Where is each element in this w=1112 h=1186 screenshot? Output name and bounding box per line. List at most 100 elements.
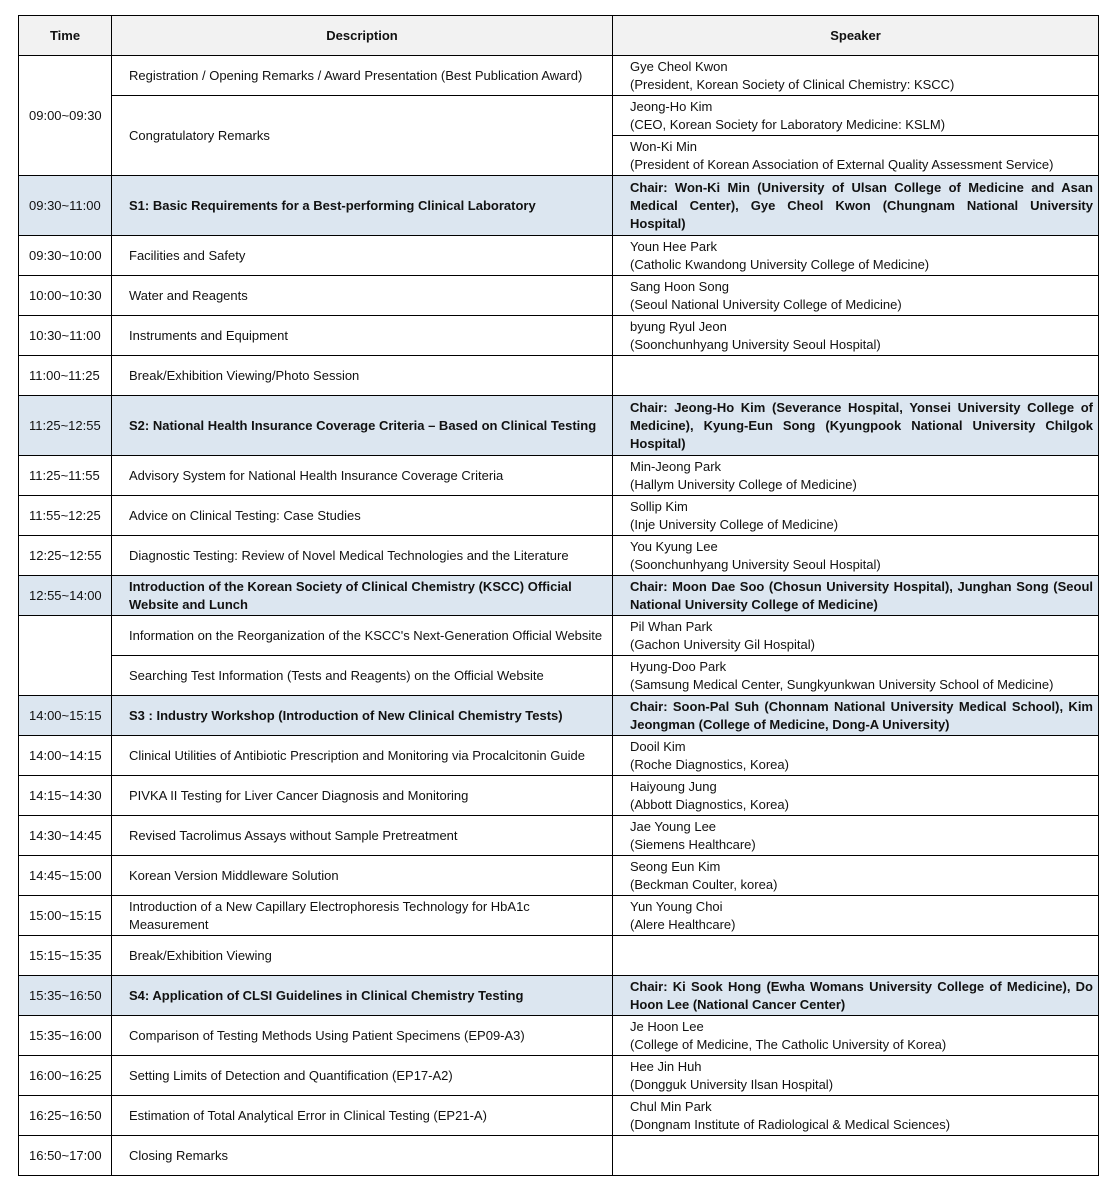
speaker-name: Youn Hee Park xyxy=(630,238,717,254)
time-cell: 15:15~15:35 xyxy=(18,935,112,976)
description-cell: Break/Exhibition Viewing xyxy=(111,935,613,976)
table-row: 10:30~11:00 Instruments and Equipment byun… xyxy=(18,315,1099,356)
description-cell: Searching Test Information (Tests and Re… xyxy=(111,655,613,696)
chair-text: Chair: Soon-Pal Suh (Chonnam National Un… xyxy=(630,698,1093,732)
description-cell: Water and Reagents xyxy=(111,275,613,316)
session-title: Introduction of the Korean Society of Cl… xyxy=(111,575,613,616)
header-description: Description xyxy=(111,15,613,56)
speaker-cell xyxy=(612,1135,1099,1176)
description-cell: Introduction of a New Capillary Electrop… xyxy=(111,895,613,936)
speaker-cell: Seong Eun Kim (Beckman Coulter, korea) xyxy=(612,855,1099,896)
time-cell: 16:50~17:00 xyxy=(18,1135,112,1176)
speaker-affiliation: (Gachon University Gil Hospital) xyxy=(630,636,815,652)
description-cell: Estimation of Total Analytical Error in … xyxy=(111,1095,613,1136)
chair-cell: Chair: Jeong-Ho Kim (Severance Hospital,… xyxy=(612,395,1099,456)
session-row: 15:35~16:50 S4: Application of CLSI Guide… xyxy=(18,975,1099,1016)
time-cell: 09:30~11:00 xyxy=(18,175,112,236)
speaker-affiliation: (President of Korean Association of Exte… xyxy=(630,156,1054,172)
table-row: 14:00~14:15 Clinical Utilities of Antibio… xyxy=(18,735,1099,776)
table-row: 12:25~12:55 Diagnostic Testing: Review of… xyxy=(18,535,1099,576)
speaker-cell: Min-Jeong Park (Hallym University College… xyxy=(612,455,1099,496)
table-header-row: Time Description Speaker xyxy=(18,15,1099,56)
speaker-cell xyxy=(612,935,1099,976)
time-cell: 14:00~14:15 xyxy=(18,735,112,776)
speaker-cell: Sang Hoon Song (Seoul National University… xyxy=(612,275,1099,316)
time-cell: 14:15~14:30 xyxy=(18,775,112,816)
speaker-cell: Yun Young Choi (Alere Healthcare) xyxy=(612,895,1099,936)
speaker-name: Min-Jeong Park xyxy=(630,458,722,474)
session-row: 09:30~11:00 S1: Basic Requirements for a … xyxy=(18,175,1099,236)
speaker-cell: Won-Ki Min (President of Korean Associati… xyxy=(612,135,1099,176)
speaker-name: Jae Young Lee xyxy=(630,818,717,834)
speaker-cell xyxy=(612,355,1099,396)
header-time: Time xyxy=(18,15,112,56)
description-cell: Setting Limits of Detection and Quantifi… xyxy=(111,1055,613,1096)
table-row: 09:30~10:00 Facilities and Safety Youn Hee… xyxy=(18,235,1099,276)
speaker-cell: Gye Cheol Kwon (President, Korean Society… xyxy=(612,55,1099,96)
table-row: Searching Test Information (Tests and Re… xyxy=(19,655,1099,696)
speaker-name: Chul Min Park xyxy=(630,1098,712,1114)
table-row: 15:00~15:15 Introduction of a New Capilla… xyxy=(18,895,1099,936)
time-cell: 12:55~14:00 xyxy=(18,575,112,616)
table-row: 15:15~15:35 Break/Exhibition Viewing xyxy=(18,935,1099,976)
time-cell: 15:35~16:50 xyxy=(18,975,112,1016)
time-cell xyxy=(18,615,112,696)
speaker-name: Haiyoung Jung xyxy=(630,778,717,794)
speaker-affiliation: (Siemens Healthcare) xyxy=(630,836,756,852)
description-cell: Registration / Opening Remarks / Award P… xyxy=(111,55,613,96)
description-cell: Diagnostic Testing: Review of Novel Medi… xyxy=(111,535,613,576)
table-row: 11:00~11:25 Break/Exhibition Viewing/Phot… xyxy=(18,355,1099,396)
time-cell: 14:30~14:45 xyxy=(18,815,112,856)
speaker-affiliation: (Soonchunhyang University Seoul Hospital… xyxy=(630,556,881,572)
time-cell: 15:00~15:15 xyxy=(18,895,112,936)
table-row: 09:00~09:30 Registration / Opening Remark… xyxy=(18,55,1099,176)
speaker-affiliation: (Seoul National University College of Me… xyxy=(630,296,902,312)
speaker-affiliation: (President, Korean Society of Clinical C… xyxy=(630,76,955,92)
speaker-affiliation: (CEO, Korean Society for Laboratory Medi… xyxy=(630,116,946,132)
description-cell: Closing Remarks xyxy=(111,1135,613,1176)
speaker-name: Jeong-Ho Kim xyxy=(630,98,713,114)
speaker-cell: Chul Min Park (Dongnam Institute of Radio… xyxy=(612,1095,1099,1136)
table-row: Congratulatory Remarks Jeong-Ho Kim (CEO, … xyxy=(19,95,1099,176)
session-title: S2: National Health Insurance Coverage C… xyxy=(111,395,613,456)
speaker-affiliation: (Hallym University College of Medicine) xyxy=(630,476,857,492)
description-cell: Advisory System for National Health Insu… xyxy=(111,455,613,496)
time-cell: 15:35~16:00 xyxy=(18,1015,112,1056)
speaker-cell: Jae Young Lee (Siemens Healthcare) xyxy=(612,815,1099,856)
time-cell: 09:00~09:30 xyxy=(18,55,112,176)
description-cell: Advice on Clinical Testing: Case Studies xyxy=(111,495,613,536)
speaker-affiliation: (Samsung Medical Center, Sungkyunkwan Un… xyxy=(630,676,1054,692)
chair-text: Chair: Ki Sook Hong (Ewha Womans Univers… xyxy=(630,978,1093,1012)
description-cell: Facilities and Safety xyxy=(111,235,613,276)
speaker-name: Hee Jin Huh xyxy=(630,1058,702,1074)
time-cell: 14:00~15:15 xyxy=(18,695,112,736)
time-cell: 16:00~16:25 xyxy=(18,1055,112,1096)
description-cell: Congratulatory Remarks xyxy=(111,95,613,176)
table-row: 11:55~12:25 Advice on Clinical Testing: C… xyxy=(18,495,1099,536)
speaker-affiliation: (Inje University College of Medicine) xyxy=(630,516,839,532)
speaker-affiliation: (Dongguk University Ilsan Hospital) xyxy=(630,1076,834,1092)
time-cell: 12:25~12:55 xyxy=(18,535,112,576)
speaker-cell: Sollip Kim (Inje University College of Me… xyxy=(612,495,1099,536)
session-row: 11:25~12:55 S2: National Health Insurance… xyxy=(18,395,1099,456)
chair-cell: Chair: Moon Dae Soo (Chosun University H… xyxy=(612,575,1099,616)
session-title: S4: Application of CLSI Guidelines in Cl… xyxy=(111,975,613,1016)
speaker-cell: Dooil Kim (Roche Diagnostics, Korea) xyxy=(612,735,1099,776)
table-row: 11:25~11:55 Advisory System for National … xyxy=(18,455,1099,496)
session-title: S3 : Industry Workshop (Introduction of … xyxy=(111,695,613,736)
time-cell: 11:55~12:25 xyxy=(18,495,112,536)
table-row: Information on the Reorganization of the… xyxy=(18,615,1099,696)
speaker-name: Sollip Kim xyxy=(630,498,688,514)
speaker-affiliation: (Dongnam Institute of Radiological & Med… xyxy=(630,1116,951,1132)
table-row: 16:00~16:25 Setting Limits of Detection a… xyxy=(18,1055,1099,1096)
description-cell: Instruments and Equipment xyxy=(111,315,613,356)
speaker-affiliation: (Abbott Diagnostics, Korea) xyxy=(630,796,789,812)
speaker-cell: Hee Jin Huh (Dongguk University Ilsan Hos… xyxy=(612,1055,1099,1096)
speaker-cell: Haiyoung Jung (Abbott Diagnostics, Korea) xyxy=(612,775,1099,816)
speaker-affiliation: (Catholic Kwandong University College of… xyxy=(630,256,930,272)
chair-cell: Chair: Soon-Pal Suh (Chonnam National Un… xyxy=(612,695,1099,736)
table-row: 15:35~16:00 Comparison of Testing Methods… xyxy=(18,1015,1099,1056)
description-cell: Information on the Reorganization of the… xyxy=(111,615,613,656)
header-speaker: Speaker xyxy=(612,15,1099,56)
speaker-cell: Jeong-Ho Kim (CEO, Korean Society for Lab… xyxy=(612,95,1099,136)
